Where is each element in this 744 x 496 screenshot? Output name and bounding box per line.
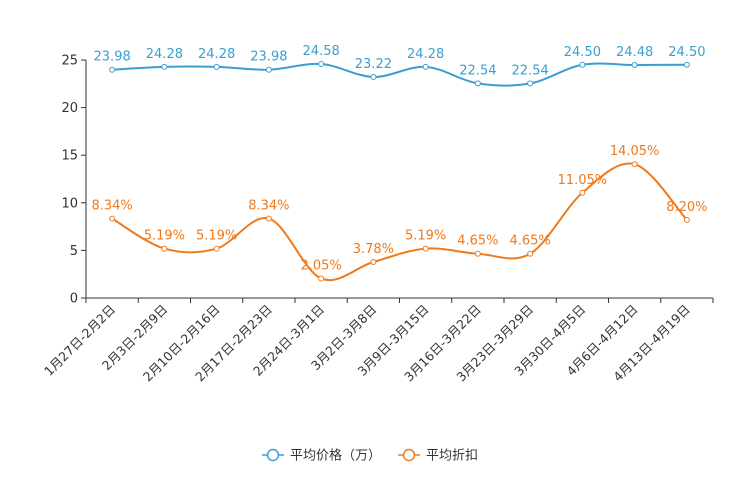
- data-point-price: [422, 63, 429, 70]
- axes: [85, 60, 713, 299]
- data-point-discount: [318, 275, 325, 282]
- data-point-price: [527, 80, 534, 87]
- data-label-discount: 8.34%: [248, 199, 289, 214]
- data-point-price: [370, 73, 377, 80]
- data-point-discount: [527, 250, 534, 257]
- data-point-price: [161, 63, 168, 70]
- data-label-price: 23.22: [355, 57, 392, 72]
- series-points: [109, 60, 690, 282]
- data-label-price: 23.98: [250, 50, 287, 65]
- data-label-discount: 14.05%: [610, 144, 660, 159]
- data-label-discount: 5.19%: [144, 229, 185, 244]
- data-point-price: [631, 61, 638, 68]
- data-label-price: 24.50: [668, 45, 705, 60]
- data-point-discount: [265, 215, 272, 222]
- y-tick-label: 5: [70, 244, 78, 259]
- data-label-price: 24.28: [146, 47, 183, 62]
- data-point-discount: [579, 189, 586, 196]
- y-tick-label: 0: [70, 292, 78, 307]
- data-label-price: 24.58: [303, 44, 340, 59]
- data-label-price: 24.28: [407, 47, 444, 62]
- data-label-discount: 5.19%: [405, 229, 446, 244]
- data-labels: 23.98 24.28 24.28 23.98 24.58 23.22 24.28 22.54…: [91, 44, 707, 273]
- data-label-discount: 8.20%: [666, 200, 707, 215]
- data-point-discount: [161, 245, 168, 252]
- data-point-price: [579, 61, 586, 68]
- data-label-discount: 3.78%: [353, 242, 394, 257]
- data-point-price: [109, 66, 116, 73]
- data-point-discount: [109, 215, 116, 222]
- data-label-discount: 2.05%: [300, 258, 341, 273]
- data-label-discount: 5.19%: [196, 229, 237, 244]
- data-point-discount: [422, 245, 429, 252]
- data-label-discount: 4.65%: [509, 234, 550, 249]
- y-tick-label: 25: [61, 54, 78, 69]
- data-point-discount: [683, 216, 690, 223]
- data-point-price: [213, 63, 220, 70]
- x-axis-ticks: 1月27日-2月2日2月3日-2月9日2月10日-2月16日2月17日-2月23…: [41, 298, 714, 384]
- legend-marker-icon: [266, 448, 280, 462]
- data-label-discount: 8.34%: [91, 199, 132, 214]
- data-point-price: [265, 66, 272, 73]
- data-label-price: 23.98: [94, 50, 131, 65]
- y-tick-label: 15: [61, 149, 78, 164]
- legend[interactable]: 平均价格（万） 平均折扣: [262, 448, 478, 464]
- data-label-price: 22.54: [459, 63, 496, 78]
- data-label-price: 24.28: [198, 47, 235, 62]
- legend-item-discount[interactable]: 平均折扣: [398, 449, 478, 464]
- data-point-discount: [370, 259, 377, 266]
- data-label-discount: 4.65%: [457, 234, 498, 249]
- series-lines: [111, 62, 688, 282]
- series-line-price: [112, 62, 687, 87]
- data-point-price: [683, 61, 690, 68]
- data-point-price: [318, 60, 325, 67]
- data-label-discount: 11.05%: [558, 173, 608, 188]
- data-point-discount: [213, 245, 220, 252]
- y-axis-ticks: 0 5 10 15 20 25: [61, 54, 86, 307]
- legend-label: 平均价格（万）: [290, 448, 381, 464]
- y-tick-label: 10: [61, 196, 78, 211]
- data-point-discount: [631, 161, 638, 168]
- data-point-discount: [474, 250, 481, 257]
- legend-marker-icon: [402, 448, 416, 462]
- data-point-price: [474, 80, 481, 87]
- data-label-price: 24.48: [616, 45, 653, 60]
- legend-item-price[interactable]: 平均价格（万）: [262, 448, 381, 464]
- y-tick-label: 20: [61, 101, 78, 116]
- legend-label: 平均折扣: [426, 449, 478, 464]
- data-label-price: 22.54: [512, 63, 549, 78]
- data-label-price: 24.50: [564, 45, 601, 60]
